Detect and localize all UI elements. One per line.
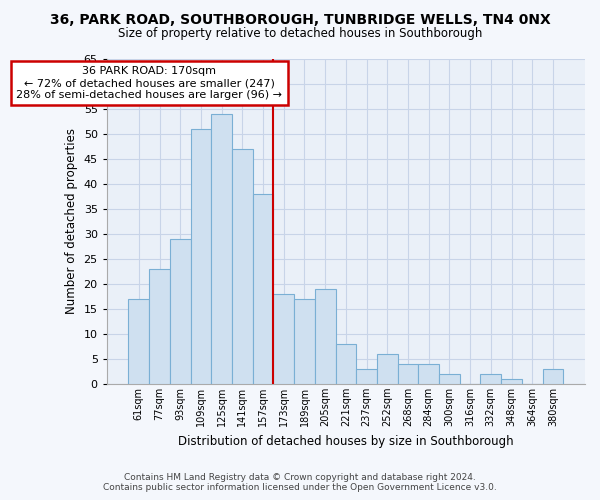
- Bar: [418, 364, 439, 384]
- Bar: [128, 299, 149, 384]
- Text: 36, PARK ROAD, SOUTHBOROUGH, TUNBRIDGE WELLS, TN4 0NX: 36, PARK ROAD, SOUTHBOROUGH, TUNBRIDGE W…: [50, 12, 550, 26]
- X-axis label: Distribution of detached houses by size in Southborough: Distribution of detached houses by size …: [178, 434, 514, 448]
- Bar: [294, 299, 315, 384]
- Bar: [274, 294, 294, 384]
- Bar: [253, 194, 274, 384]
- Y-axis label: Number of detached properties: Number of detached properties: [65, 128, 78, 314]
- Bar: [191, 129, 211, 384]
- Bar: [315, 289, 335, 384]
- Bar: [501, 379, 522, 384]
- Bar: [149, 269, 170, 384]
- Text: Size of property relative to detached houses in Southborough: Size of property relative to detached ho…: [118, 28, 482, 40]
- Bar: [398, 364, 418, 384]
- Bar: [170, 239, 191, 384]
- Bar: [481, 374, 501, 384]
- Bar: [335, 344, 356, 384]
- Bar: [356, 369, 377, 384]
- Bar: [439, 374, 460, 384]
- Text: 36 PARK ROAD: 170sqm
← 72% of detached houses are smaller (247)
28% of semi-deta: 36 PARK ROAD: 170sqm ← 72% of detached h…: [16, 66, 282, 100]
- Bar: [232, 149, 253, 384]
- Bar: [542, 369, 563, 384]
- Bar: [211, 114, 232, 384]
- Bar: [377, 354, 398, 384]
- Text: Contains HM Land Registry data © Crown copyright and database right 2024.
Contai: Contains HM Land Registry data © Crown c…: [103, 473, 497, 492]
